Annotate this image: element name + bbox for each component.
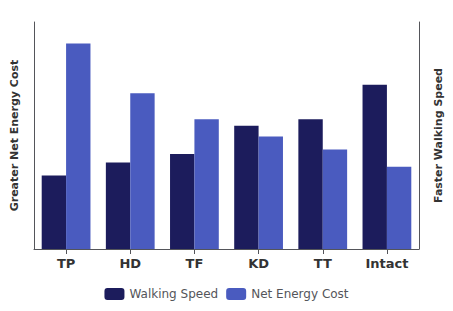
svg-text:KD: KD bbox=[248, 256, 269, 271]
svg-text:Walking Speed: Walking Speed bbox=[129, 287, 218, 301]
svg-text:TF: TF bbox=[186, 256, 204, 271]
svg-text:Faster Walking Speed: Faster Walking Speed bbox=[432, 68, 445, 203]
svg-text:TP: TP bbox=[57, 256, 75, 271]
svg-text:Intact: Intact bbox=[365, 256, 408, 271]
svg-text:TT: TT bbox=[314, 256, 332, 271]
svg-text:HD: HD bbox=[119, 256, 141, 271]
svg-text:Greater Net Energy Cost: Greater Net Energy Cost bbox=[8, 60, 21, 212]
svg-text:Net Energy Cost: Net Energy Cost bbox=[251, 287, 349, 301]
